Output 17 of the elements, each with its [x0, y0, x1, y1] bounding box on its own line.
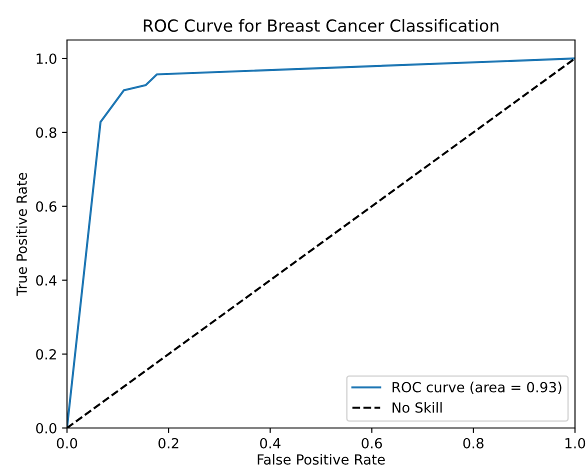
x-tick-label: 0.4	[260, 438, 280, 448]
chart-title: ROC Curve for Breast Cancer Classification	[144, 19, 498, 32]
x-tick-label: 0.2	[158, 438, 178, 448]
y-tick-label: 0.0	[36, 422, 56, 434]
y-tick-label: 0.6	[36, 201, 56, 212]
legend-label: No Skill	[392, 402, 442, 413]
y-tick-label: 0.2	[36, 349, 56, 360]
x-tick-label: 0.0	[56, 438, 78, 448]
y-tick-label: 0.4	[36, 275, 56, 286]
x-tick-label: 1.0	[565, 438, 586, 448]
x-tick-label: 0.6	[362, 438, 382, 448]
y-tick-label: 0.8	[36, 127, 56, 138]
y-tick-label: 1.0	[36, 53, 56, 64]
legend-label: ROC curve (area = 0.93)	[392, 382, 562, 394]
x-axis-title: False Positive Rate	[258, 454, 385, 465]
y-axis-title: True Positive Rate	[16, 172, 27, 296]
x-tick-label: 0.8	[463, 438, 484, 448]
